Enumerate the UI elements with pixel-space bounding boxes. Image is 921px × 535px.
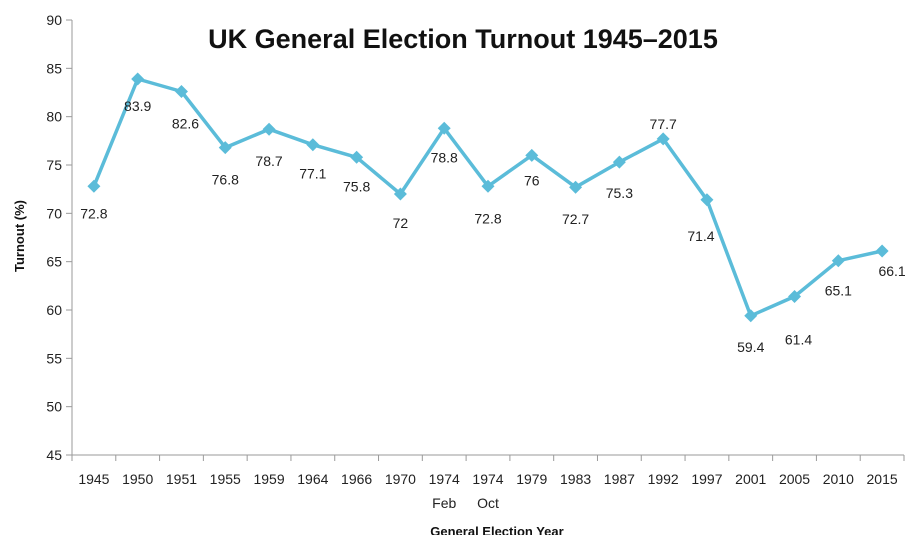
data-point-marker: [131, 72, 145, 86]
x-tick-label: 1979: [516, 471, 547, 487]
data-point-marker: [569, 180, 583, 194]
y-tick-label: 55: [46, 350, 62, 366]
data-label: 77.1: [299, 166, 326, 182]
data-label: 65.1: [825, 283, 852, 299]
series-layer: [87, 72, 889, 323]
series-line: [92, 77, 884, 318]
axes: 45 50 55 60 65 70 75 80 85 90 1945 1950 1951 1955 1959…: [46, 12, 905, 511]
data-label: 82.6: [172, 116, 199, 132]
data-label: 78.8: [431, 149, 458, 165]
x-tick-label: 2015: [867, 471, 898, 487]
y-tick-label: 60: [46, 302, 62, 318]
data-point-marker: [656, 132, 670, 146]
x-tick-label: 1974: [429, 471, 460, 487]
x-tick-label: 1951: [166, 471, 197, 487]
data-point-marker: [744, 309, 758, 323]
data-point-marker: [788, 289, 802, 303]
data-point-marker: [612, 155, 626, 169]
x-tick-label: 1997: [691, 471, 722, 487]
x-tick-label: 2005: [779, 471, 810, 487]
x-tick-label: 1945: [78, 471, 109, 487]
data-point-marker: [875, 244, 889, 258]
data-label: 76: [524, 172, 540, 188]
data-point-marker: [350, 150, 364, 164]
data-label: 72.8: [80, 205, 107, 221]
y-tick-label: 50: [46, 399, 62, 415]
y-tick-label: 45: [46, 447, 62, 463]
data-point-marker: [262, 122, 276, 136]
chart-title: UK General Election Turnout 1945–2015: [208, 24, 718, 54]
x-tick-label: 1964: [297, 471, 328, 487]
x-tick-label: 1987: [604, 471, 635, 487]
data-point-marker: [525, 148, 539, 162]
data-label: 76.8: [212, 172, 239, 188]
y-tick-label: 90: [46, 12, 62, 28]
data-label: 78.7: [255, 153, 282, 169]
data-label: 66.1: [878, 263, 905, 279]
data-point-marker: [393, 187, 407, 201]
data-point-marker: [218, 141, 232, 155]
x-tick-label: 1992: [648, 471, 679, 487]
x-tick-label: 1950: [122, 471, 153, 487]
data-label: 75.3: [606, 185, 633, 201]
x-axis-title: General Election Year: [430, 524, 563, 535]
data-labels: 72.8 83.9 82.6 76.8 78.7 77.1 75.8 72 78.8 72.8 76…: [80, 98, 906, 355]
data-label: 75.8: [343, 178, 370, 194]
data-point-marker: [481, 179, 495, 193]
x-tick-label: 1970: [385, 471, 416, 487]
x-tick-label: 2001: [735, 471, 766, 487]
data-label: 72.7: [562, 211, 589, 227]
data-label: 72: [393, 215, 409, 231]
x-tick-label: 1955: [210, 471, 241, 487]
x-tick-label: 1983: [560, 471, 591, 487]
data-label: 61.4: [785, 331, 812, 347]
data-point-marker: [174, 85, 188, 99]
data-label: 71.4: [687, 228, 714, 244]
x-tick-label: 1966: [341, 471, 372, 487]
data-point-marker: [437, 121, 451, 135]
x-tick-label: 1974: [472, 471, 503, 487]
data-point-marker: [831, 254, 845, 268]
x-tick-sublabel: Feb: [432, 495, 456, 511]
data-point-marker: [306, 138, 320, 152]
data-label: 83.9: [124, 98, 151, 114]
data-label: 72.8: [474, 210, 501, 226]
data-label: 59.4: [737, 339, 764, 355]
y-tick-label: 70: [46, 205, 62, 221]
x-tick-sublabel: Oct: [477, 495, 499, 511]
data-point-marker: [700, 193, 714, 207]
y-tick-label: 80: [46, 109, 62, 125]
x-tick-label: 2010: [823, 471, 854, 487]
y-tick-label: 65: [46, 254, 62, 270]
y-axis-title: Turnout (%): [12, 200, 27, 272]
y-tick-label: 75: [46, 157, 62, 173]
data-label: 77.7: [650, 116, 677, 132]
data-point-marker: [87, 179, 101, 193]
x-tick-label: 1959: [253, 471, 284, 487]
y-tick-label: 85: [46, 60, 62, 76]
